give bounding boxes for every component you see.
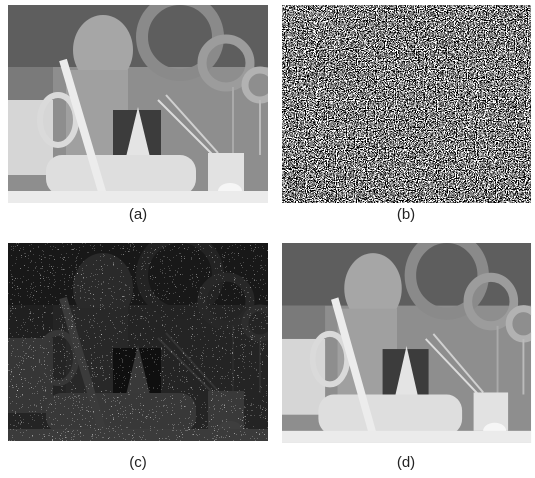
panel-a-image [8, 0, 275, 203]
page: (a) (b) (c) (d) (() => { const data = JS… [0, 0, 535, 478]
caption: (d) [397, 454, 415, 471]
caption: (b) [397, 206, 415, 223]
panel-c-image [8, 237, 275, 441]
panel-b-image [282, 5, 531, 203]
figure: (a) (b) (c) (d) [0, 0, 535, 478]
panel-d-image [282, 237, 535, 443]
caption: (c) [129, 454, 147, 471]
caption: (a) [129, 206, 147, 223]
